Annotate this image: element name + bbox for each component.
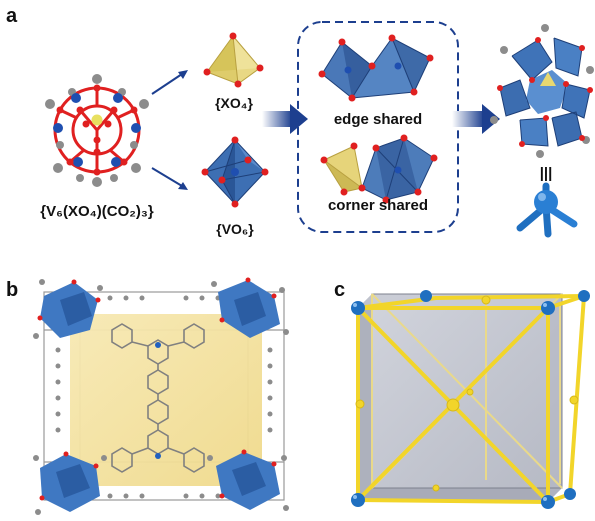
sharing-modes-box [297,21,459,233]
cage-corner-cluster-tr [211,277,289,338]
edge-shared-label: edge shared [334,111,422,128]
cage-corner-cluster-br [207,449,289,511]
corner-shared-polyhedra [320,134,438,204]
octahedron-vo6 [201,136,269,208]
tetrahedron-xo4 [203,32,264,88]
tetrahedron-label: {XO₄} [215,95,253,111]
corner-shared-label: corner shared [328,197,428,214]
cage-structure [33,277,289,515]
cage-corner-cluster-bl [33,451,107,515]
panel-b-label: b [6,279,18,301]
panel-a-label: a [6,5,18,27]
octahedron-label: {VO₆} [216,221,254,237]
branch-arrows [151,70,188,190]
polyhedral-cluster [490,24,594,158]
cage-corner-cluster-tl [33,279,103,339]
edge-shared-octahedra [318,34,434,102]
panel-c-label: c [334,279,345,301]
cluster-ball-and-stick [45,74,149,187]
equivalence-symbol: ||| [540,165,553,182]
cube-topology [351,290,590,509]
gradient-arrow-left [262,104,308,134]
node-connector-icon [516,182,578,238]
cluster-formula: {V₆(XO₄)(CO₂)₃} [40,203,154,220]
ligand [111,323,205,473]
